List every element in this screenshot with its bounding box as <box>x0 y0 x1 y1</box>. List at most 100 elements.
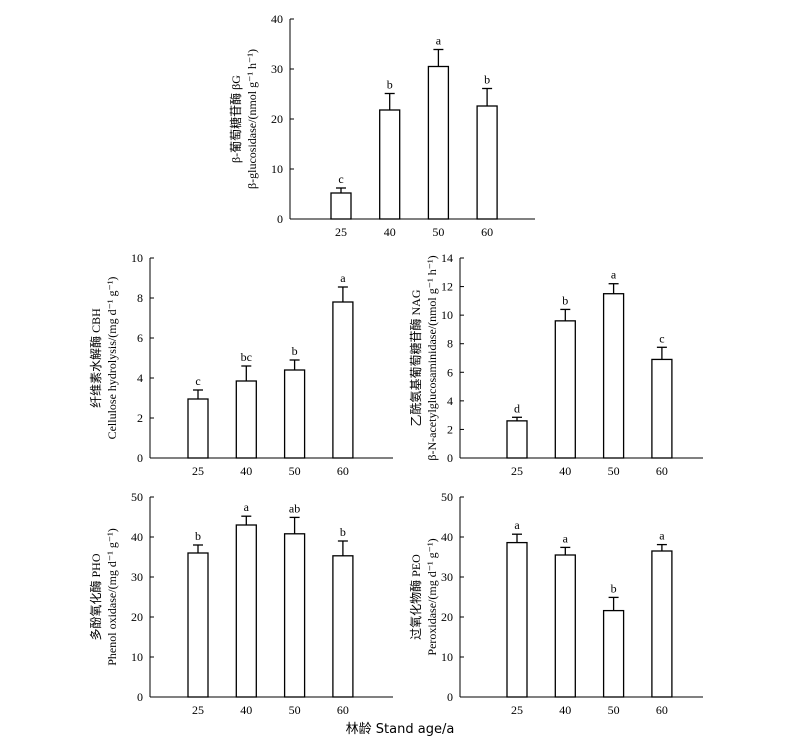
chart-panel-4: 0 10 20 30 40 50 25 b 40 a 50 ab 60 b 多酚氧化酶 PHO Phenol … <box>88 490 393 717</box>
y-axis-label: 过氧化物酶 PEO Peroxidase/(mg d⁻¹ g⁻¹) <box>408 538 439 655</box>
x-tick-label: 50 <box>608 464 620 478</box>
x-tick-label: 60 <box>656 703 668 717</box>
bar <box>476 105 498 220</box>
significance-letter: a <box>244 500 250 514</box>
y-axis-label-en: Cellulose hydrolysis/(mg d⁻¹ g⁻¹) <box>105 277 119 440</box>
y-tick-label: 2 <box>137 411 143 425</box>
y-tick-label: 30 <box>441 570 453 584</box>
x-tick-label: 40 <box>384 225 396 239</box>
significance-letter: b <box>340 525 346 539</box>
y-tick-label: 0 <box>137 690 143 704</box>
significance-letter: b <box>484 73 490 87</box>
bar <box>554 554 576 698</box>
significance-letter: b <box>562 293 568 307</box>
y-tick-label: 50 <box>441 490 453 504</box>
y-axis-label-cn: β-葡萄糖苷酶 βG <box>228 75 243 163</box>
y-tick-label: 2 <box>447 422 453 436</box>
y-axis-label-cn: 纤维素水解酶 CBH <box>88 308 103 408</box>
y-axis-label: 纤维素水解酶 CBH Cellulose hydrolysis/(mg d⁻¹ g… <box>88 277 119 440</box>
x-tick-label: 25 <box>192 464 204 478</box>
y-tick-label: 10 <box>441 650 453 664</box>
significance-letter: d <box>514 401 520 415</box>
significance-letter: a <box>436 34 442 48</box>
bar <box>283 533 306 698</box>
y-axis-label: β-葡萄糖苷酶 βG β-glucosidase/(nmol g⁻¹ h⁻¹) <box>228 49 259 189</box>
x-tick-label: 40 <box>559 464 571 478</box>
y-tick-label: 10 <box>131 650 143 664</box>
x-tick-label: 60 <box>337 703 349 717</box>
bar <box>554 320 576 459</box>
bar <box>602 609 625 698</box>
bar <box>332 555 354 698</box>
chart-panel-2: 0 2 4 6 8 10 25 c 40 bc 50 b 60 a 纤维素水解酶 CBH Cellulose … <box>88 251 393 478</box>
y-tick-label: 20 <box>131 610 143 624</box>
bar <box>283 369 306 459</box>
y-tick-label: 20 <box>441 610 453 624</box>
y-tick-label: 6 <box>137 331 143 345</box>
y-tick-label: 50 <box>131 490 143 504</box>
bar <box>651 550 673 698</box>
bar <box>330 192 352 220</box>
y-axis-label-cn: 多酚氧化酶 PHO <box>88 553 103 640</box>
significance-letter: b <box>292 344 298 358</box>
x-tick-label: 25 <box>192 703 204 717</box>
y-axis-label-en: Phenol oxidase/(mg d⁻¹ g⁻¹) <box>105 528 119 666</box>
y-axis-label-cn: 乙酰氨基葡萄糖苷酶 NAG <box>408 289 423 426</box>
significance-letter: a <box>340 271 346 285</box>
significance-letter: c <box>659 331 664 345</box>
x-tick-label: 60 <box>337 464 349 478</box>
x-tick-label: 40 <box>559 703 571 717</box>
y-tick-label: 0 <box>447 690 453 704</box>
bar <box>427 65 450 220</box>
y-tick-label: 40 <box>131 530 143 544</box>
y-tick-label: 10 <box>441 308 453 322</box>
y-tick-label: 6 <box>447 365 453 379</box>
chart-panel-5: 0 10 20 30 40 50 25 a 40 a 50 b 60 a 过氧化物酶 PEO Peroxida… <box>408 490 703 717</box>
y-axis-label-en: β-glucosidase/(nmol g⁻¹ h⁻¹) <box>245 49 259 189</box>
y-tick-label: 0 <box>447 451 453 465</box>
y-tick-label: 10 <box>131 251 143 265</box>
significance-letter: a <box>563 531 569 545</box>
y-tick-label: 4 <box>447 394 453 408</box>
y-tick-label: 30 <box>271 62 283 76</box>
x-tick-label: 60 <box>656 464 668 478</box>
y-axis-label: 乙酰氨基葡萄糖苷酶 NAG β-N-acetylglucosaminidase/(… <box>408 255 439 460</box>
x-axis-label: 林龄 Stand age/a <box>345 722 455 737</box>
y-axis-label: 多酚氧化酶 PHO Phenol oxidase/(mg d⁻¹ g⁻¹) <box>88 528 119 666</box>
bar <box>332 301 354 459</box>
significance-letter: a <box>514 518 520 532</box>
y-tick-label: 14 <box>441 251 453 265</box>
bar <box>235 380 257 459</box>
significance-letter: a <box>611 268 617 282</box>
y-tick-label: 8 <box>447 337 453 351</box>
significance-letter: b <box>195 529 201 543</box>
bar <box>379 109 401 220</box>
bar <box>602 293 625 459</box>
bar <box>235 524 257 698</box>
y-tick-label: 8 <box>137 291 143 305</box>
bar <box>506 541 528 698</box>
x-tick-label: 50 <box>289 703 301 717</box>
significance-letter: bc <box>241 350 252 364</box>
x-tick-label: 60 <box>481 225 493 239</box>
y-tick-label: 4 <box>137 371 143 385</box>
x-tick-label: 40 <box>240 703 252 717</box>
bar <box>506 420 528 459</box>
x-tick-label: 50 <box>608 703 620 717</box>
significance-letter: c <box>195 374 200 388</box>
significance-letter: ab <box>289 501 300 515</box>
bar <box>651 358 673 459</box>
y-tick-label: 0 <box>277 212 283 226</box>
x-tick-label: 50 <box>432 225 444 239</box>
y-axis-label-cn: 过氧化物酶 PEO <box>408 554 423 640</box>
y-tick-label: 40 <box>271 12 283 26</box>
chart-panel-3: 0 2 4 6 8 10 12 14 25 d 40 b 50 a 60 c 乙酰氨基葡萄糖苷酶 NAG β-N-… <box>408 251 703 478</box>
significance-letter: b <box>387 78 393 92</box>
y-tick-label: 0 <box>137 451 143 465</box>
x-tick-label: 25 <box>511 703 523 717</box>
y-tick-label: 10 <box>271 162 283 176</box>
y-axis-label-en: Peroxidase/(mg d⁻¹ g⁻¹) <box>425 538 439 655</box>
x-tick-label: 25 <box>511 464 523 478</box>
significance-letter: c <box>338 172 343 186</box>
